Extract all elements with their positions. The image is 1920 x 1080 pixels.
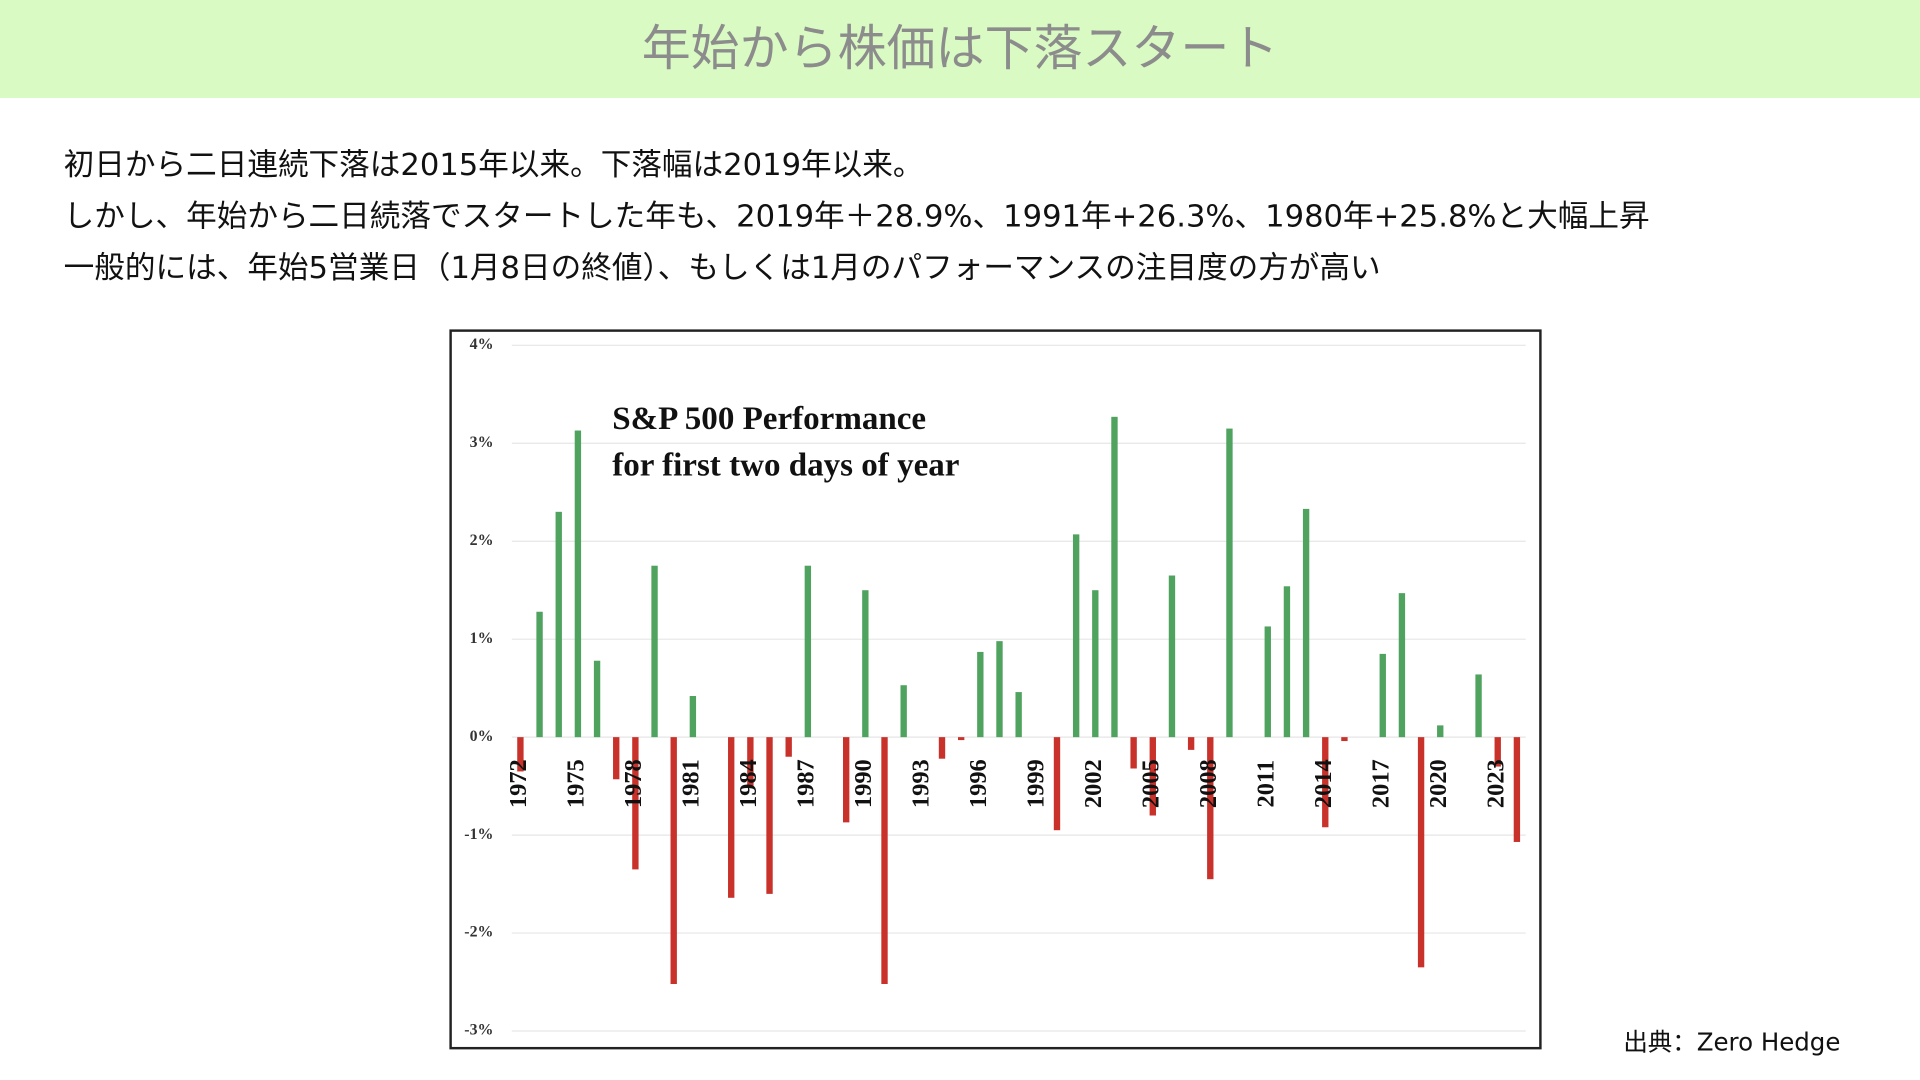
bar (593, 660, 601, 738)
bar (996, 641, 1003, 738)
bar (1072, 534, 1080, 738)
x-tick-label: 2008 (1195, 759, 1222, 808)
x-tick-label: 2005 (1137, 759, 1164, 808)
y-tick-label: -2% (464, 924, 493, 941)
bar (1379, 653, 1386, 738)
x-tick-label: 1993 (907, 759, 934, 808)
bar (1168, 575, 1176, 738)
x-tick-label: 2017 (1367, 759, 1394, 808)
bar (1494, 737, 1501, 767)
bar (1092, 590, 1099, 738)
y-tick-label: 2% (470, 532, 494, 549)
bar (977, 651, 984, 738)
bar (574, 430, 582, 738)
y-tick-label: 4% (470, 336, 494, 353)
bar (1513, 737, 1521, 842)
body-line: 一般的には、年始5営業日（1月8日の終値）、もしくは1月のパフォーマンスの注目度… (64, 251, 1381, 286)
bar (881, 737, 888, 984)
bar (1437, 725, 1444, 738)
bar (1053, 737, 1061, 831)
y-tick-label: 3% (470, 434, 494, 451)
source: 出典：Zero Hedge (1623, 1027, 1840, 1056)
bar (957, 737, 965, 741)
x-tick-label: 1999 (1022, 759, 1049, 808)
chart-subtitle: for first two days of year (612, 447, 959, 483)
bar (1283, 586, 1291, 738)
bar (804, 565, 812, 738)
body-line: 初日から二日連続下落は2015年以来。下落幅は2019年以来。 (64, 148, 924, 183)
bar (843, 737, 850, 823)
x-tick-label: 1984 (735, 759, 762, 808)
bar (689, 696, 697, 738)
bar (1149, 737, 1156, 816)
bar (517, 737, 524, 772)
bar (1302, 508, 1310, 738)
x-tick-label: 2011 (1252, 760, 1279, 808)
bar (651, 565, 658, 738)
x-tick-label: 1996 (965, 759, 992, 808)
x-tick-label: 1990 (850, 759, 877, 808)
y-tick-label: -3% (464, 1022, 493, 1039)
bar (536, 611, 543, 738)
bar (900, 685, 907, 738)
bar (1322, 737, 1329, 828)
x-tick-label: 1981 (678, 759, 705, 808)
body-line: しかし、年始から二日続落でスタートした年も、2019年＋28.9%、1991年+… (64, 199, 1650, 234)
bar (766, 737, 773, 894)
chart-title: S&P 500 Performance (612, 401, 926, 437)
bar (728, 737, 735, 898)
x-tick-label: 2023 (1482, 759, 1509, 808)
x-tick-label: 2014 (1310, 759, 1337, 808)
bar (938, 737, 946, 759)
y-tick-label: 1% (470, 630, 494, 647)
bar (1475, 674, 1482, 738)
bar (1111, 416, 1118, 738)
bar (1341, 737, 1348, 742)
bar (555, 511, 562, 738)
bar (1015, 692, 1022, 738)
bar (1398, 593, 1406, 738)
chart: -3% -2% -1% 0% 1% 2% 3% 4% 1972 1975 1978 1981 1984 1… (464, 336, 1526, 1039)
y-tick-label: 0% (470, 728, 494, 745)
x-tick-label: 2020 (1425, 759, 1452, 808)
bar (613, 737, 620, 780)
x-tick-label: 1978 (620, 759, 647, 808)
x-tick-label: 1972 (505, 759, 532, 808)
bar (785, 737, 792, 757)
bar (862, 590, 869, 738)
y-tick-label: -1% (464, 826, 493, 843)
bar (1417, 737, 1425, 968)
bar (1226, 428, 1233, 738)
bar (670, 737, 677, 984)
bar (1130, 737, 1137, 769)
x-tick-label: 2002 (1080, 759, 1107, 808)
bar (632, 737, 639, 870)
bar (1207, 737, 1214, 880)
x-tick-label: 1975 (563, 759, 590, 808)
bar (747, 737, 754, 787)
chart-frame (449, 329, 1542, 1050)
bar (1187, 737, 1195, 750)
header-title: 年始から株価は下落スタート (642, 20, 1279, 77)
x-tick-label: 1987 (792, 759, 819, 808)
header-band (0, 0, 1920, 98)
bar (1264, 626, 1271, 738)
